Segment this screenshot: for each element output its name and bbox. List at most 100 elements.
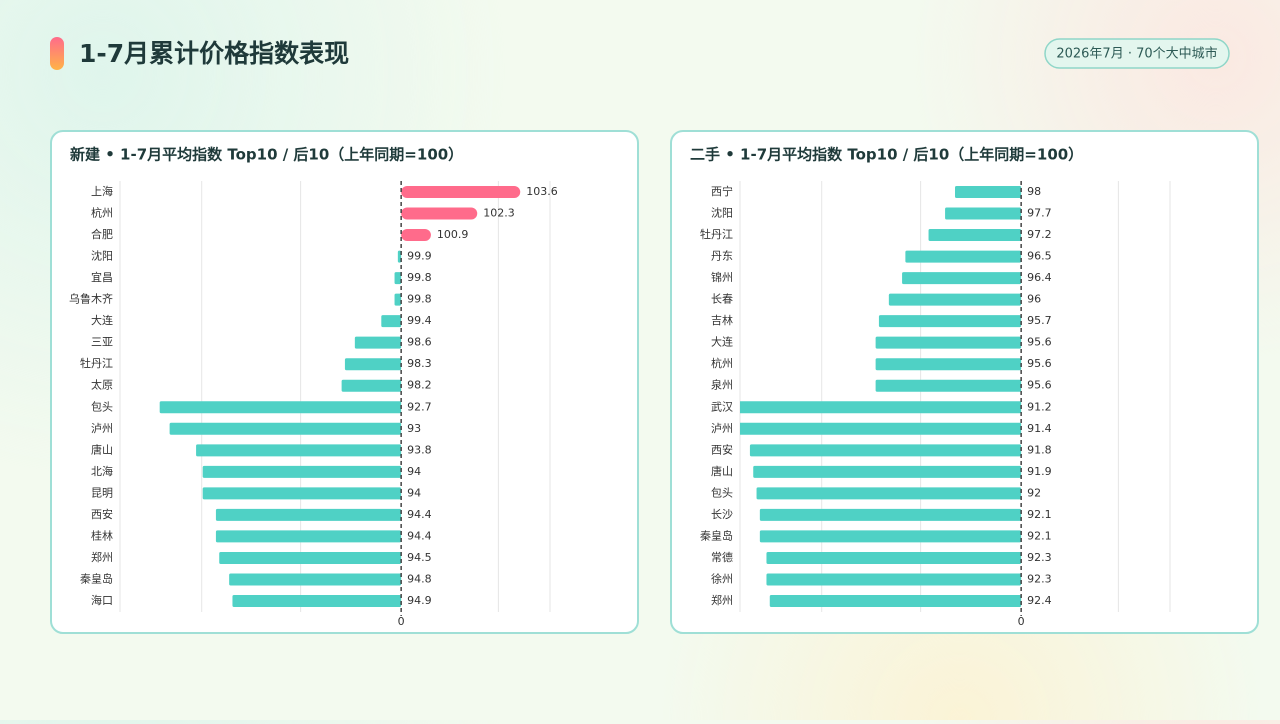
value-label: 98.2	[407, 379, 432, 392]
page-title: 1-7月累计价格指数表现	[79, 39, 349, 68]
bar	[766, 573, 1022, 586]
value-label: 92	[1027, 486, 1041, 499]
category-label: 泉州	[711, 378, 733, 392]
bars	[740, 186, 1022, 607]
category-label: 牡丹江	[80, 356, 113, 370]
bar	[394, 293, 402, 306]
value-label: 91.8	[1027, 443, 1052, 456]
value-label: 94.9	[407, 594, 432, 607]
bar	[945, 207, 1022, 220]
category-label: 大连	[711, 335, 733, 349]
value-label: 98.3	[407, 357, 432, 370]
category-label: 唐山	[711, 464, 733, 478]
bar	[202, 487, 402, 500]
bar	[397, 250, 402, 263]
bar	[169, 422, 402, 435]
bar	[766, 551, 1022, 564]
category-label: 大连	[91, 313, 113, 327]
value-label: 96.4	[1027, 271, 1052, 284]
value-label: 97.7	[1027, 207, 1052, 220]
bar	[196, 444, 402, 457]
category-label: 徐州	[711, 571, 733, 585]
value-label: 94.4	[407, 529, 432, 542]
bar	[354, 336, 402, 349]
value-label: 98.6	[407, 336, 432, 349]
bar	[401, 186, 521, 198]
bar	[878, 315, 1022, 328]
value-label: 99.8	[407, 271, 432, 284]
value-label: 92.1	[1027, 529, 1052, 542]
category-label: 郑州	[711, 593, 733, 607]
bar	[756, 487, 1022, 500]
value-label: 102.3	[483, 207, 515, 220]
value-label: 92.7	[407, 400, 432, 413]
category-label: 武汉	[711, 400, 733, 413]
bar	[955, 186, 1022, 198]
category-label: 包头	[91, 400, 113, 413]
category-label: 上海	[91, 184, 113, 198]
category-label: 常德	[711, 550, 733, 564]
value-label: 99.8	[407, 293, 432, 306]
category-label: 合肥	[91, 227, 113, 241]
category-label: 唐山	[91, 442, 113, 456]
bar	[759, 530, 1022, 543]
bar	[875, 379, 1022, 392]
bar	[875, 358, 1022, 371]
bar	[202, 465, 402, 478]
bar	[159, 401, 402, 414]
bar	[905, 250, 1022, 263]
bar	[902, 272, 1022, 285]
bar	[394, 272, 402, 285]
bar	[928, 229, 1022, 242]
bar	[759, 508, 1022, 521]
category-label: 秦皇岛	[700, 528, 733, 542]
category-label: 丹东	[711, 250, 733, 263]
value-label: 92.1	[1027, 508, 1052, 521]
bar	[401, 207, 478, 220]
category-label: 沈阳	[711, 206, 733, 220]
bar	[401, 229, 431, 242]
bar	[344, 358, 402, 371]
category-label: 沈阳	[91, 249, 113, 263]
value-label: 97.2	[1027, 228, 1052, 241]
category-label: 北海	[91, 464, 113, 478]
chart-card: 新建 • 1-7月平均指数 Top10 / 后10（上年同期=100） 上海 103…	[50, 130, 639, 634]
category-label: 郑州	[91, 550, 113, 564]
category-label: 包头	[711, 486, 733, 499]
value-label: 95.7	[1027, 314, 1052, 327]
badge-text: 2026年7月 · 70个大中城市	[1056, 46, 1217, 62]
bar	[753, 465, 1022, 478]
category-label: 锦州	[711, 270, 733, 284]
category-label: 桂林	[91, 528, 113, 542]
category-label: 西安	[711, 442, 733, 456]
value-label: 98	[1027, 185, 1041, 198]
bar	[740, 422, 1022, 435]
value-label: 96	[1027, 293, 1041, 306]
value-label: 94.4	[407, 508, 432, 521]
value-label: 94.8	[407, 572, 432, 585]
value-label: 91.9	[1027, 465, 1052, 478]
value-label: 91.2	[1027, 400, 1052, 413]
category-label: 杭州	[711, 356, 733, 370]
title-icon	[50, 37, 64, 70]
category-label: 杭州	[91, 206, 113, 220]
category-label: 乌鲁木齐	[69, 292, 113, 306]
value-label: 94	[407, 465, 421, 478]
bar	[341, 379, 402, 392]
bar	[215, 530, 402, 543]
category-label: 宜昌	[91, 270, 113, 284]
category-label: 昆明	[91, 486, 113, 499]
value-label: 99.9	[407, 250, 432, 263]
bar	[740, 401, 1022, 414]
value-label: 100.9	[437, 228, 469, 241]
bar	[769, 595, 1022, 607]
value-label: 94.5	[407, 551, 432, 564]
category-label: 牡丹江	[700, 227, 733, 241]
chart-title: 二手 • 1-7月平均指数 Top10 / 后10（上年同期=100）	[690, 146, 1083, 164]
value-label: 93	[407, 422, 421, 435]
x-tick-label: 0	[398, 615, 405, 628]
value-label: 103.6	[526, 185, 558, 198]
value-label: 95.6	[1027, 336, 1052, 349]
category-label: 海口	[91, 593, 113, 607]
